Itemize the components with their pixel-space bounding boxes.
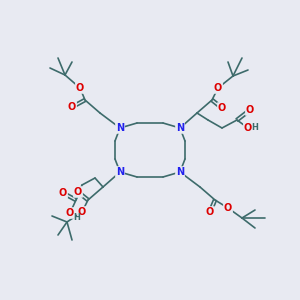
Text: O: O bbox=[78, 207, 86, 217]
Text: O: O bbox=[214, 83, 222, 93]
Text: O: O bbox=[66, 208, 74, 218]
Text: N: N bbox=[176, 167, 184, 177]
Text: O: O bbox=[244, 123, 252, 133]
Text: O: O bbox=[206, 207, 214, 217]
Text: O: O bbox=[68, 102, 76, 112]
Text: O: O bbox=[218, 103, 226, 113]
Text: N: N bbox=[176, 123, 184, 133]
Text: N: N bbox=[116, 123, 124, 133]
Text: H: H bbox=[74, 214, 80, 223]
Text: H: H bbox=[252, 124, 258, 133]
Text: O: O bbox=[76, 83, 84, 93]
Text: O: O bbox=[59, 188, 67, 198]
Text: O: O bbox=[74, 187, 82, 197]
Text: O: O bbox=[246, 105, 254, 115]
Text: N: N bbox=[116, 167, 124, 177]
Text: O: O bbox=[224, 203, 232, 213]
